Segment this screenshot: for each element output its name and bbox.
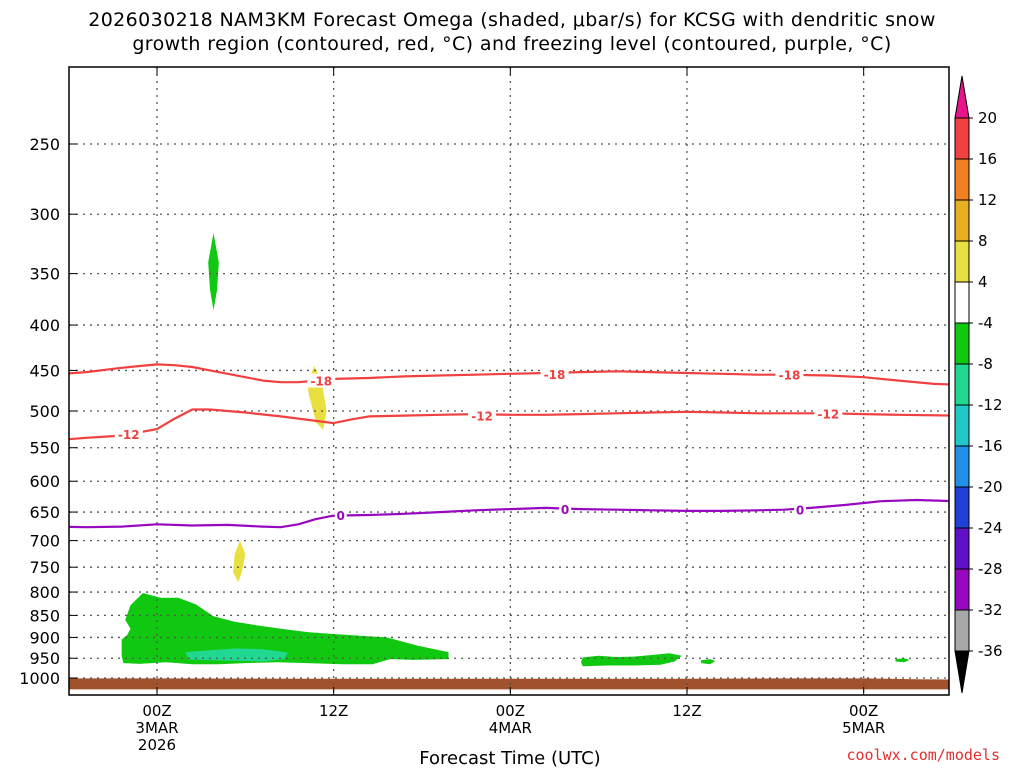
- dgz-minus12-label-1: -12: [471, 410, 493, 424]
- x-tick-label-40-0: 00Z: [849, 702, 878, 720]
- colorbar-label-9: -20: [978, 478, 1003, 496]
- y-tick-label-950: 950: [29, 649, 60, 668]
- freezing-level-label-bg-0: [334, 508, 347, 523]
- colorbar-box-5: [954, 281, 970, 324]
- colorbar-label-10: -24: [978, 519, 1003, 537]
- dgz-minus12-label-0: -12: [118, 428, 140, 442]
- y-tick-label-900: 900: [29, 628, 60, 647]
- y-tick-label-450: 450: [29, 361, 60, 380]
- colorbar-label-0: 20: [978, 109, 997, 127]
- colorbar-label-11: -28: [978, 560, 1003, 578]
- colorbar-box-6: [954, 322, 970, 365]
- omega-low-green-main: [121, 593, 449, 665]
- colorbar-box-8: [954, 404, 970, 447]
- colorbar-box-12: [954, 568, 970, 611]
- chart-title-line2: growth region (contoured, red, °C) and f…: [132, 33, 891, 55]
- omega-low-green-dot1: [701, 659, 716, 665]
- omega-upper-green: [208, 233, 219, 311]
- omega-low-green-4mar: [581, 653, 682, 667]
- x-tick-label-40-1: 5MAR: [842, 719, 885, 737]
- dgz-minus12-line: [69, 408, 949, 441]
- x-tick-label-0-0: 00Z: [142, 702, 171, 720]
- colorbar-box-4: [954, 240, 970, 283]
- freezing-level-line: [69, 498, 949, 529]
- colorbar-label-3: 8: [978, 232, 988, 250]
- y-tick-label-750: 750: [29, 558, 60, 577]
- freezing-level-label-2: 0: [796, 504, 804, 518]
- colorbar-box-9: [954, 445, 970, 488]
- dgz-minus18-label-2: -18: [779, 369, 801, 383]
- x-tick-label-30-0: 12Z: [672, 702, 701, 720]
- x-tick-label-10-0: 12Z: [319, 702, 348, 720]
- omega-upward-740: [233, 540, 246, 583]
- colorbar-label-5: -4: [978, 314, 993, 332]
- y-tick-label-800: 800: [29, 583, 60, 602]
- y-tick-label-350: 350: [29, 265, 60, 284]
- colorbar-label-13: -36: [978, 642, 1003, 660]
- colorbar-label-2: 12: [978, 191, 997, 209]
- colorbar-box-1: [954, 117, 970, 160]
- freezing-level-label-1: 0: [561, 503, 569, 517]
- x-tick-label-0-1: 3MAR: [135, 719, 178, 737]
- dgz-minus18-label-bg-0: [307, 373, 336, 388]
- y-tick-label-700: 700: [29, 532, 60, 551]
- colorbar-bottom-arrow: [954, 650, 970, 694]
- y-axis: 250 300 350 400 450 500 550 600 650 700 750 800 850 9…: [19, 135, 77, 688]
- freezing-level-label-0: 0: [337, 509, 345, 523]
- omega-shading: [69, 233, 949, 690]
- colorbar-box-13: [954, 609, 970, 652]
- chart-title-line1: 2026030218 NAM3KM Forecast Omega (shaded…: [88, 9, 936, 31]
- contour-labels: -18 -18 -18 -12 -12 -12 0 0 0: [114, 366, 843, 523]
- x-tick-label-0-2: 2026: [138, 736, 176, 754]
- y-tick-label-650: 650: [29, 503, 60, 522]
- colorbar-box-10: [954, 486, 970, 529]
- credit-text: coolwx.com/models: [846, 746, 1000, 764]
- y-tick-label-600: 600: [29, 472, 60, 491]
- colorbar-label-1: 16: [978, 150, 997, 168]
- y-tick-label-500: 500: [29, 402, 60, 421]
- freezing-level-label-bg-2: [794, 502, 807, 517]
- omega-low-green-dot2: [895, 658, 910, 663]
- y-tick-label-550: 550: [29, 439, 60, 458]
- x-tick-label-20-0: 00Z: [496, 702, 525, 720]
- plot-frame: [68, 66, 950, 696]
- dgz-minus12-label-bg-1: [468, 408, 497, 423]
- terrain: [69, 678, 949, 690]
- y-tick-label-250: 250: [29, 135, 60, 154]
- colorbar-label-4: 4: [978, 273, 988, 291]
- colorbar-label-6: -8: [978, 355, 993, 373]
- colorbar-box-11: [954, 527, 970, 570]
- colorbar-top-arrow: [954, 75, 970, 119]
- colorbar: 20 16 12 8 4 -4 -8 -12 -16 -20 -24 -28 -32 -36: [954, 75, 1003, 694]
- dgz-minus18-label-0: -18: [310, 375, 332, 389]
- y-tick-label-400: 400: [29, 316, 60, 335]
- dgz-minus12-label-bg-0: [114, 427, 143, 442]
- dgz-minus12-label-2: -12: [817, 407, 839, 421]
- x-tick-label-20-1: 4MAR: [489, 719, 532, 737]
- colorbar-label-12: -32: [978, 601, 1003, 619]
- colorbar-box-3: [954, 199, 970, 242]
- colorbar-label-8: -16: [978, 437, 1003, 455]
- dgz-minus18-label-bg-2: [775, 367, 804, 382]
- dgz-minus12-label-bg-2: [814, 406, 843, 421]
- colorbar-box-7: [954, 363, 970, 406]
- freezing-level-label-bg-1: [559, 502, 572, 517]
- y-tick-label-850: 850: [29, 606, 60, 625]
- dgz-minus18-label-1: -18: [544, 368, 566, 382]
- plot-area: [69, 67, 949, 695]
- y-tick-label-300: 300: [29, 205, 60, 224]
- colorbar-label-7: -12: [978, 396, 1003, 414]
- colorbar-box-2: [954, 158, 970, 201]
- x-axis-label: Forecast Time (UTC): [419, 748, 600, 768]
- y-tick-label-1000: 1000: [19, 669, 60, 688]
- dgz-minus18-label-bg-1: [540, 366, 569, 381]
